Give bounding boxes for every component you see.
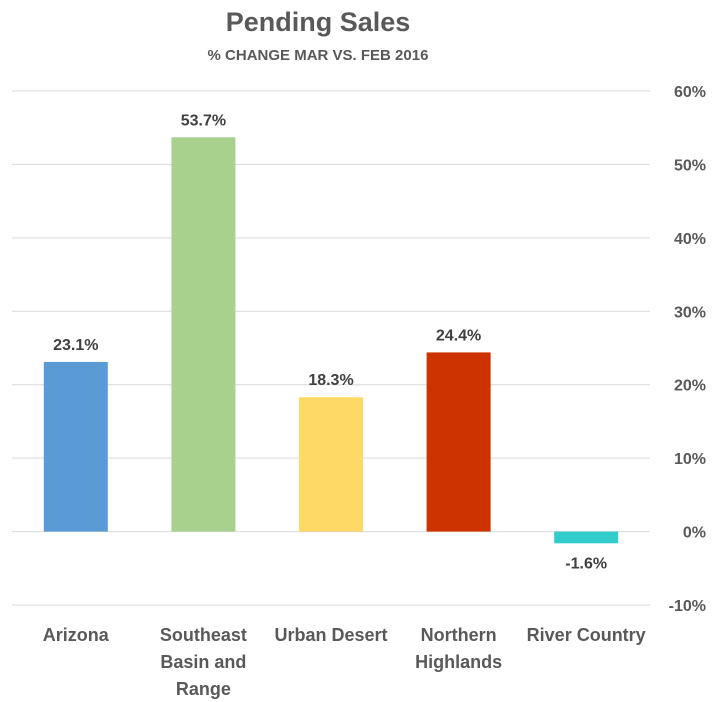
chart-title: Pending Sales <box>226 7 411 37</box>
y-tick-label: 40% <box>674 231 706 248</box>
bar <box>426 352 491 532</box>
category-label-line: Highlands <box>415 652 502 672</box>
category-label: Arizona <box>43 625 110 645</box>
y-tick-label: 10% <box>674 451 706 468</box>
y-tick-label: -10% <box>669 598 706 615</box>
data-label: 24.4% <box>436 327 481 344</box>
y-tick-label: 60% <box>674 84 706 101</box>
data-labels: 23.1% 53.7% 18.3% 24.4% -1.6% <box>53 112 607 572</box>
category-label-line: Urban Desert <box>274 625 387 645</box>
category-label: Northern Highlands <box>415 625 502 672</box>
y-tick-label: 20% <box>674 378 706 395</box>
data-label: 53.7% <box>181 112 226 129</box>
category-label-line: Range <box>176 679 231 699</box>
category-label: Urban Desert <box>274 625 387 645</box>
category-labels: Arizona Southeast Basin and Range Urban Dese… <box>43 625 646 699</box>
bar <box>554 531 619 544</box>
bar <box>171 137 236 532</box>
bars <box>43 137 619 544</box>
y-tick-label: 30% <box>674 304 706 321</box>
category-label-line: Northern <box>421 625 497 645</box>
data-label: -1.6% <box>565 555 607 572</box>
chart-subtitle: % CHANGE MAR VS. FEB 2016 <box>208 47 429 64</box>
bar <box>299 397 363 532</box>
y-axis-tick-labels: 60% 50% 40% 30% 20% 10% 0% -10% <box>669 84 706 615</box>
category-label-line: Arizona <box>43 625 110 645</box>
category-label-line: Southeast <box>160 625 247 645</box>
y-tick-label: 50% <box>674 157 706 174</box>
data-label: 23.1% <box>53 337 98 354</box>
data-label: 18.3% <box>308 372 353 389</box>
category-label-line: River Country <box>527 625 646 645</box>
category-label: Southeast Basin and Range <box>160 625 247 699</box>
bar <box>43 361 108 532</box>
category-label-line: Basin and <box>160 652 246 672</box>
category-label: River Country <box>527 625 646 645</box>
y-tick-label: 0% <box>683 525 706 542</box>
